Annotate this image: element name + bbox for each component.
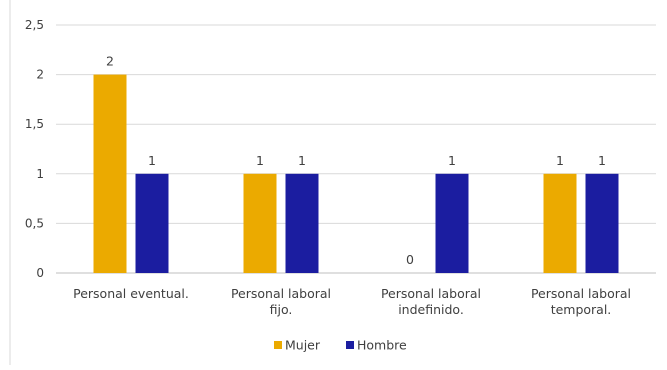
legend-label-hombre: Hombre bbox=[357, 338, 407, 353]
bar-hombre-1 bbox=[285, 173, 319, 273]
y-tick-label: 2,5 bbox=[25, 18, 44, 32]
data-label: 0 bbox=[406, 252, 414, 267]
bar-mujer-0 bbox=[93, 74, 127, 273]
data-label: 2 bbox=[106, 54, 114, 69]
y-tick-label: 1 bbox=[36, 167, 44, 181]
bar-mujer-1 bbox=[243, 173, 277, 273]
y-axis-ticks: 0 0,5 1 1,5 2 2,5 bbox=[25, 18, 44, 280]
data-label: 1 bbox=[298, 153, 306, 168]
y-tick-label: 0 bbox=[36, 266, 44, 280]
data-label: 1 bbox=[556, 153, 564, 168]
x-category-label: fijo. bbox=[270, 302, 293, 317]
y-tick-label: 0,5 bbox=[25, 216, 44, 230]
legend-swatch-hombre bbox=[346, 341, 354, 349]
y-tick-label: 2 bbox=[36, 68, 44, 82]
data-label: 1 bbox=[256, 153, 264, 168]
legend-label-mujer: Mujer bbox=[285, 338, 321, 353]
x-axis-categories: Personal eventual. Personal laboralfijo.P… bbox=[73, 286, 631, 317]
data-labels: 2 1 1 1 0 1 1 1 bbox=[106, 54, 606, 267]
legend-swatch-mujer bbox=[274, 341, 282, 349]
data-label: 1 bbox=[598, 153, 606, 168]
bar-hombre-3 bbox=[585, 173, 619, 273]
x-category-label: Personal laboral bbox=[381, 286, 481, 301]
data-label: 1 bbox=[148, 153, 156, 168]
x-category-label: indefinido. bbox=[398, 302, 464, 317]
y-tick-label: 1,5 bbox=[25, 117, 44, 131]
x-category-label: Personal laboral bbox=[231, 286, 331, 301]
x-category-label: temporal. bbox=[551, 302, 612, 317]
data-label: 1 bbox=[448, 153, 456, 168]
bars bbox=[93, 74, 619, 273]
bar-hombre-0 bbox=[135, 173, 169, 273]
legend: Mujer Hombre bbox=[274, 338, 407, 353]
bar-mujer-3 bbox=[543, 173, 577, 273]
bar-hombre-2 bbox=[435, 173, 469, 273]
x-category-label: Personal laboral bbox=[531, 286, 631, 301]
x-category-label: Personal eventual. bbox=[73, 286, 189, 301]
